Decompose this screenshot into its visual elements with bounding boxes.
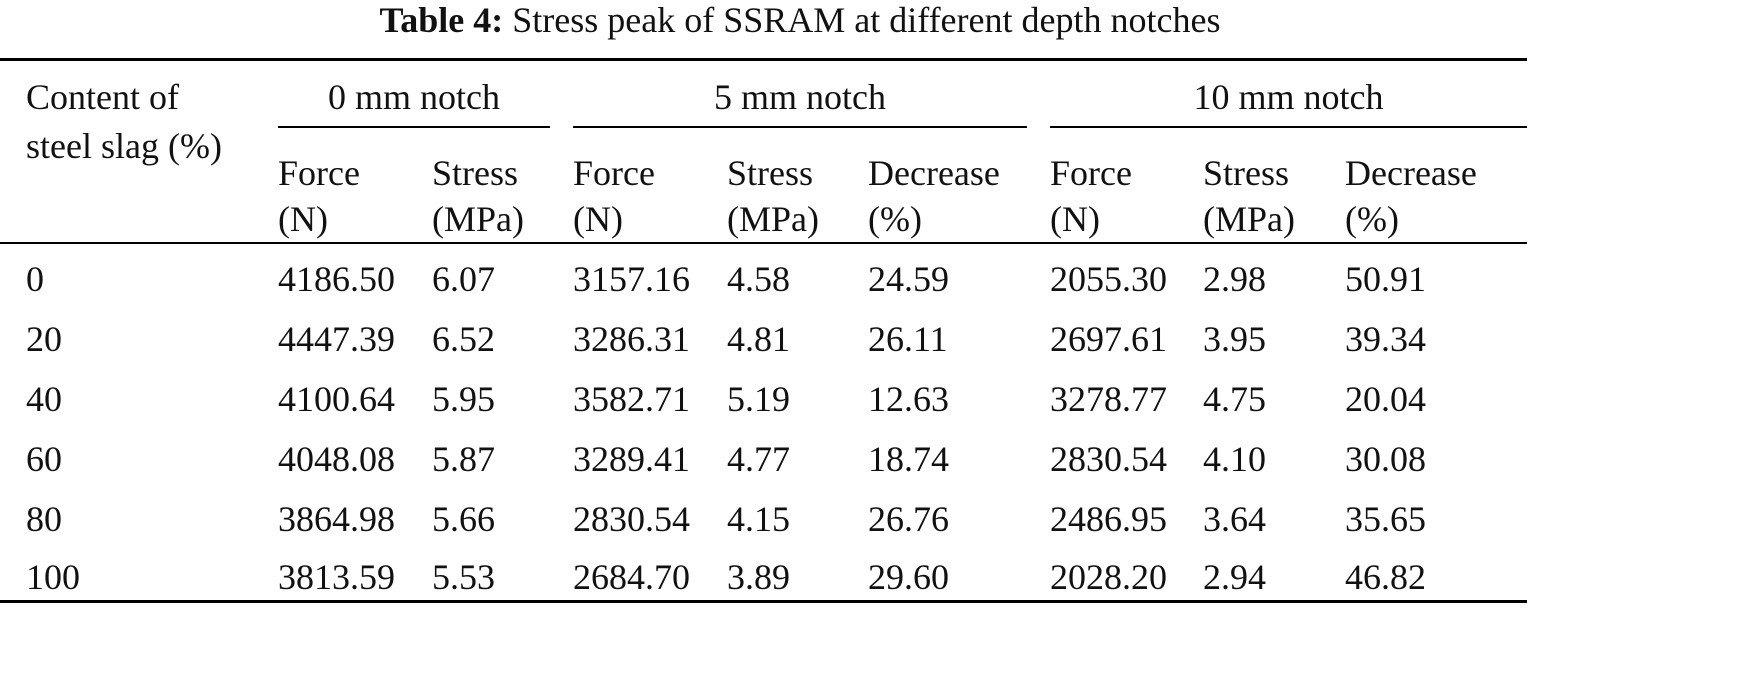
- subheader-force-10mm-line1: Force: [1050, 153, 1132, 193]
- subheader-stress-10mm-line1: Stress: [1203, 153, 1290, 193]
- table-cell: 5.19: [727, 379, 790, 419]
- table-cell: 3813.59: [278, 557, 395, 597]
- subheader-force-0mm-line2: (N): [278, 199, 328, 239]
- table-cell: 4186.50: [278, 259, 395, 299]
- subheader-stress-10mm-line2: (MPa): [1203, 199, 1295, 239]
- table-cell: 5.95: [432, 379, 495, 419]
- table-caption: Table 4: Stress peak of SSRAM at differe…: [0, 0, 1600, 40]
- table-cell: 46.82: [1345, 557, 1426, 597]
- subheader-decrease-10mm-line1: Decrease: [1345, 153, 1477, 193]
- table-cell: 5.53: [432, 557, 495, 597]
- row-label-header-line2: steel slag (%): [26, 126, 222, 166]
- table-cell: 5.66: [432, 499, 495, 539]
- row-label-cell: 0: [26, 259, 44, 299]
- group-header-0mm: 0 mm notch: [328, 77, 500, 117]
- table-cell: 4.15: [727, 499, 790, 539]
- table-cell: 4.10: [1203, 439, 1266, 479]
- table-cell: 4.81: [727, 319, 790, 359]
- caption-label: Table 4:: [379, 0, 504, 40]
- row-label-header-line1: Content of: [26, 77, 179, 117]
- header-rule: [0, 242, 1527, 244]
- table-cell: 3.89: [727, 557, 790, 597]
- caption-text: Stress peak of SSRAM at different depth …: [512, 0, 1221, 40]
- table-cell: 3864.98: [278, 499, 395, 539]
- table-cell: 4.58: [727, 259, 790, 299]
- subheader-decrease-10mm-line2: (%): [1345, 199, 1399, 239]
- table-cell: 2830.54: [573, 499, 690, 539]
- table-cell: 29.60: [868, 557, 949, 597]
- table-cell: 3278.77: [1050, 379, 1167, 419]
- table-cell: 2055.30: [1050, 259, 1167, 299]
- subheader-stress-0mm-line2: (MPa): [432, 199, 524, 239]
- subheader-decrease-5mm-line1: Decrease: [868, 153, 1000, 193]
- subheader-stress-0mm-line1: Stress: [432, 153, 519, 193]
- row-label-cell: 20: [26, 319, 62, 359]
- top-rule: [0, 58, 1527, 61]
- table-cell: 20.04: [1345, 379, 1426, 419]
- table-cell: 39.34: [1345, 319, 1426, 359]
- table-cell: 2684.70: [573, 557, 690, 597]
- table-cell: 30.08: [1345, 439, 1426, 479]
- subheader-force-0mm-line1: Force: [278, 153, 360, 193]
- subheader-force-5mm-line2: (N): [573, 199, 623, 239]
- row-label-cell: 60: [26, 439, 62, 479]
- subheader-stress-5mm-line2: (MPa): [727, 199, 819, 239]
- table-cell: 2.98: [1203, 259, 1266, 299]
- table-cell: 3157.16: [573, 259, 690, 299]
- row-label-cell: 80: [26, 499, 62, 539]
- group-rule-5mm: [573, 126, 1027, 128]
- table-cell: 26.11: [868, 319, 948, 359]
- table-cell: 2.94: [1203, 557, 1266, 597]
- table-cell: 2830.54: [1050, 439, 1167, 479]
- table-cell: 3.64: [1203, 499, 1266, 539]
- table-cell: 6.07: [432, 259, 495, 299]
- table-cell: 18.74: [868, 439, 949, 479]
- subheader-decrease-5mm-line2: (%): [868, 199, 922, 239]
- table-cell: 4.75: [1203, 379, 1266, 419]
- table-cell: 50.91: [1345, 259, 1426, 299]
- table-cell: 35.65: [1345, 499, 1426, 539]
- table-cell: 2028.20: [1050, 557, 1167, 597]
- table-cell: 4048.08: [278, 439, 395, 479]
- group-rule-0mm: [278, 126, 550, 128]
- table-cell: 4.77: [727, 439, 790, 479]
- table-cell: 4100.64: [278, 379, 395, 419]
- table-cell: 2697.61: [1050, 319, 1167, 359]
- table-cell: 3286.31: [573, 319, 690, 359]
- table-cell: 2486.95: [1050, 499, 1167, 539]
- table-cell: 5.87: [432, 439, 495, 479]
- group-header-10mm: 10 mm notch: [1193, 77, 1384, 117]
- table-cell: 6.52: [432, 319, 495, 359]
- row-label-cell: 100: [26, 557, 80, 597]
- subheader-force-5mm-line1: Force: [573, 153, 655, 193]
- subheader-stress-5mm-line1: Stress: [727, 153, 814, 193]
- table-cell: 4447.39: [278, 319, 395, 359]
- bottom-rule: [0, 600, 1527, 603]
- group-header-5mm: 5 mm notch: [714, 77, 886, 117]
- subheader-force-10mm-line2: (N): [1050, 199, 1100, 239]
- table-cell: 3.95: [1203, 319, 1266, 359]
- row-label-cell: 40: [26, 379, 62, 419]
- table-cell: 12.63: [868, 379, 949, 419]
- table-cell: 26.76: [868, 499, 949, 539]
- group-rule-10mm: [1050, 126, 1527, 128]
- table-cell: 3582.71: [573, 379, 690, 419]
- table-cell: 24.59: [868, 259, 949, 299]
- table-cell: 3289.41: [573, 439, 690, 479]
